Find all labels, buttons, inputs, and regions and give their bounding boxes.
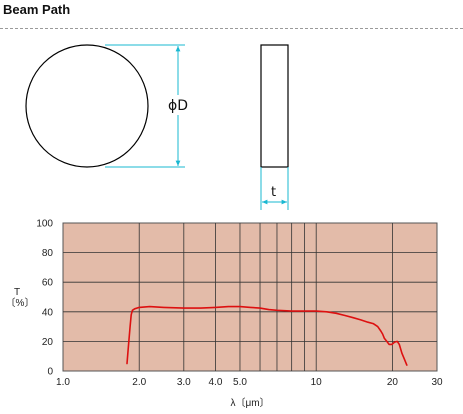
x-tick-label: 10	[311, 377, 323, 388]
diameter-label: ϕD	[168, 98, 188, 114]
y-tick-label: 100	[36, 219, 53, 230]
y-tick-label: 20	[42, 337, 54, 348]
x-tick-label: 4.0	[208, 377, 222, 388]
x-tick-label: 2.0	[132, 377, 146, 388]
x-tick-label: 5.0	[233, 377, 247, 388]
diameter-label-background	[166, 95, 192, 115]
x-tick-label: 3.0	[177, 377, 191, 388]
y-tick-label: 0	[47, 367, 53, 378]
header-divider	[0, 28, 463, 29]
grid-lines	[63, 223, 437, 371]
plot-area	[62, 222, 438, 372]
disk-side-view	[260, 44, 289, 168]
y-axis-label-top: T	[14, 287, 20, 298]
transmission-chart: 0 20 40 60 80 100 1.0 2.0 3.0 4.0 5.0 10 20 30 T 〔%〕…	[6, 219, 443, 410]
transmission-curve	[126, 305, 408, 366]
y-axis-label-bottom: 〔%〕	[6, 297, 35, 309]
x-tick-label: 30	[431, 377, 443, 388]
disk-front-view	[25, 44, 149, 168]
y-tick-label: 60	[42, 278, 54, 289]
page-title: Beam Path	[3, 2, 71, 17]
y-tick-label: 80	[42, 248, 54, 259]
y-tick-label: 40	[42, 307, 54, 318]
x-tick-label: 1.0	[56, 377, 70, 388]
x-tick-labels: 1.0 2.0 3.0 4.0 5.0 10 20 30	[56, 377, 443, 388]
y-tick-labels: 0 20 40 60 80 100	[36, 219, 53, 378]
x-tick-label: 20	[387, 377, 399, 388]
thickness-label: t	[271, 185, 276, 200]
x-axis-label: λ〔μm〕	[230, 397, 269, 409]
